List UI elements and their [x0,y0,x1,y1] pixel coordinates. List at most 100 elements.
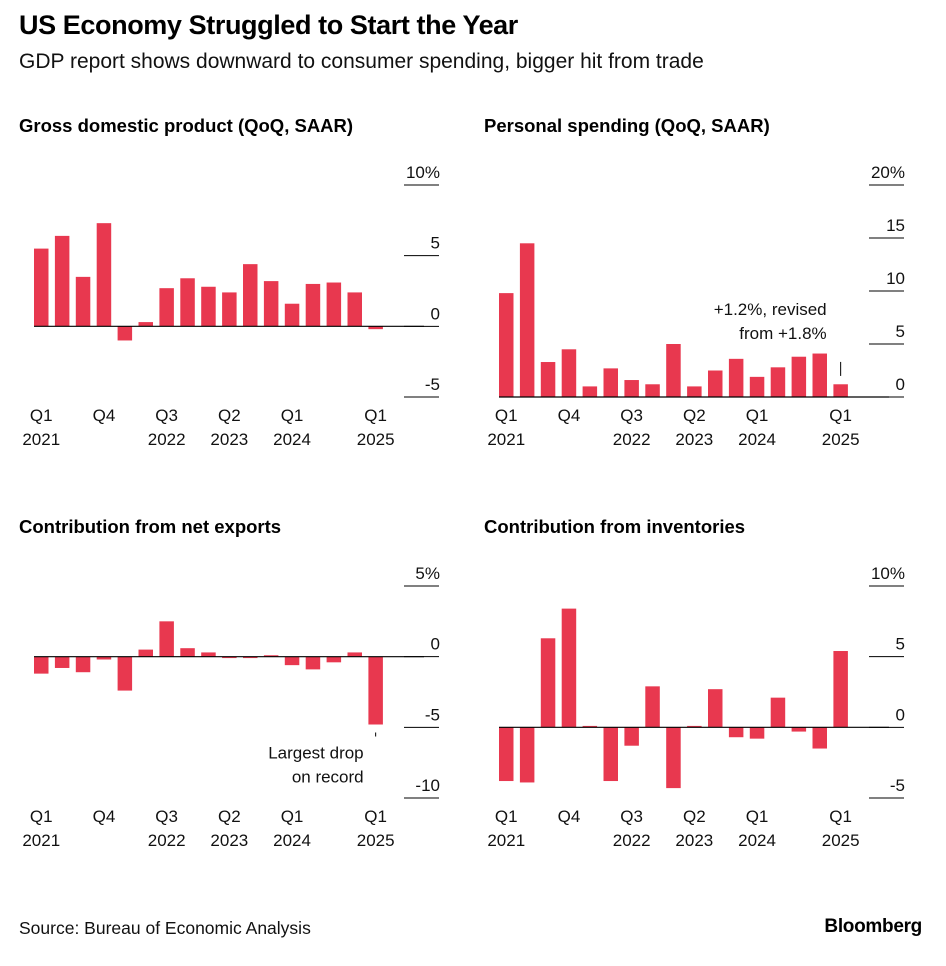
net-exports-annotation-text: on record [292,768,364,787]
net-exports-xtick-year-label: 2022 [148,831,186,850]
gdp-xtick-year-label: 2025 [357,430,395,449]
spending-ytick-label: 20% [871,163,905,182]
spending-bar-chart: 20% 15 10 5 0 Q1 2021 Q4 Q3 2022 Q2 2023 Q1 2024 Q1 202… [487,163,905,449]
spending-xtick-year-label: 2022 [613,430,651,449]
spending-bar-q4-2021 [561,349,577,397]
net-exports-bar-q2-2024 [305,656,321,670]
inventories-bar-q3-2021 [540,638,556,728]
spending-bar-q2-2022 [603,368,618,397]
spending-ytick-label: 0 [896,375,905,394]
net-exports-xtick-year-label: 2023 [210,831,248,850]
inventories-xtick-label: Q4 [558,807,581,826]
gdp-ytick-label: -5 [425,375,440,394]
spending-bar-q1-2021 [499,293,514,397]
gdp-bar-q1-2023 [201,286,216,327]
inventories-bar-q2-2024 [770,697,786,728]
gdp-xtick-label: Q3 [155,406,178,425]
inventories-ytick-label: 0 [896,705,905,724]
net-exports-bar-q1-2021 [34,656,49,674]
net-exports-bar-chart: 5% 0 -5 -10 Q1 2021 Q4 Q3 2022 Q2 2023 Q1 2024 Q1 2025… [22,564,440,850]
spending-xtick-label: Q1 [829,406,852,425]
net-exports-bar-q1-2024 [284,656,300,666]
gdp-bar-q1-2025 [368,326,383,330]
net-exports-xtick-label: Q1 [364,807,387,826]
gdp-xtick-label: Q1 [281,406,304,425]
gdp-bar-q1-2021 [34,248,49,327]
inventories-xtick-label: Q1 [495,807,518,826]
spending-bar-q3-2022 [624,380,639,397]
gdp-bar-q1-2022 [117,326,133,341]
gdp-xtick-label: Q1 [364,406,387,425]
net-exports-ytick-label: -10 [415,776,440,795]
gdp-ytick-label: 5 [431,234,440,253]
gdp-bar-q4-2023 [263,281,279,327]
gdp-bar-q2-2022 [138,322,153,327]
gdp-bar-q3-2024 [326,282,342,327]
spending-xtick-year-label: 2023 [675,430,713,449]
gdp-xtick-year-label: 2021 [22,430,60,449]
gdp-bar-q2-2023 [222,292,237,327]
net-exports-xtick-label: Q4 [93,807,116,826]
spending-bar-q2-2021 [519,243,535,397]
gdp-bar-q4-2024 [347,292,362,327]
inventories-bar-chart: 10% 5 0 -5 Q1 2021 Q4 Q3 2022 Q2 2023 Q1 2024 Q1 2025 [487,564,905,850]
gdp-bar-q2-2024 [305,283,321,327]
spending-bar-q2-2024 [770,367,786,397]
inventories-xtick-label: Q1 [829,807,852,826]
inventories-bar-q2-2021 [519,727,535,783]
gdp-bar-q1-2024 [284,303,300,327]
gdp-bar-q3-2022 [159,288,174,327]
inventories-xtick-year-label: 2025 [822,831,860,850]
inventories-bar-q2-2023 [687,725,702,728]
spending-xtick-year-label: 2021 [487,430,525,449]
net-exports-xtick-label: Q2 [218,807,241,826]
net-exports-bar-q1-2025 [368,656,383,725]
net-exports-bar-q4-2023 [263,655,279,657]
spending-annotation-text: from +1.8% [739,324,826,343]
chart-subtitle: GDP report shows downward to consumer sp… [19,50,704,73]
inventories-bar-q1-2022 [582,725,598,728]
net-exports-bar-q2-2021 [54,656,70,668]
inventories-bar-q4-2022 [645,686,660,728]
inventories-bar-q4-2024 [812,727,827,749]
gdp-bar-q4-2022 [180,278,195,327]
gdp-ytick-label: 0 [431,304,440,323]
inventories-bar-q1-2024 [749,727,765,739]
net-exports-bar-q3-2023 [243,656,258,659]
spending-bar-q1-2023 [666,344,681,397]
spending-xtick-label: Q1 [746,406,769,425]
inventories-bar-q4-2023 [728,727,744,738]
inventories-ytick-label: 10% [871,564,905,583]
gdp-bar-q2-2021 [54,235,70,327]
spending-xtick-year-label: 2024 [738,430,776,449]
inventories-bar-q3-2024 [791,727,807,732]
gdp-bar-q3-2023 [243,264,258,327]
net-exports-bar-q2-2022 [138,649,153,657]
inventories-bar-q1-2021 [499,727,514,782]
net-exports-xtick-year-label: 2021 [22,831,60,850]
net-exports-bar-q4-2021 [96,656,112,660]
net-exports-bar-q4-2022 [180,648,195,657]
chart-title: US Economy Struggled to Start the Year [19,10,518,40]
spending-panel-title: Personal spending (QoQ, SAAR) [484,115,770,136]
spending-bar-q1-2022 [582,386,598,397]
net-exports-bar-q3-2024 [326,656,342,663]
spending-bar-q4-2022 [645,384,660,397]
spending-annotation-text: +1.2%, revised [714,300,827,319]
gdp-xtick-year-label: 2023 [210,430,248,449]
net-exports-xtick-label: Q1 [30,807,53,826]
inventories-bar-q3-2023 [708,689,723,728]
inventories-bar-q1-2025 [833,651,848,728]
spending-xtick-label: Q1 [495,406,518,425]
spending-xtick-label: Q3 [620,406,643,425]
source-note: Source: Bureau of Economic Analysis [19,918,311,938]
net-exports-ytick-label: 5% [415,564,440,583]
net-exports-bar-q3-2021 [75,656,91,673]
net-exports-panel-title: Contribution from net exports [19,516,282,537]
gdp-panel-title: Gross domestic product (QoQ, SAAR) [19,115,354,136]
net-exports-bar-q2-2023 [222,656,237,659]
net-exports-xtick-label: Q1 [281,807,304,826]
spending-bar-q3-2021 [540,362,556,397]
net-exports-ytick-label: 0 [431,635,440,654]
inventories-ytick-label: 5 [896,635,905,654]
